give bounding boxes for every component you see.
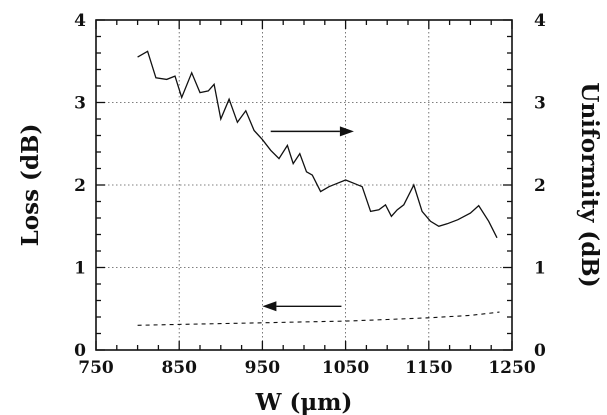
arrow-pointing-left-head <box>262 301 277 312</box>
x-tick-label: 750 <box>78 358 114 378</box>
y-tick-label: 4 <box>74 11 86 31</box>
arrow-pointing-right-head <box>339 126 354 137</box>
y2-tick-label: 1 <box>534 259 546 279</box>
y-tick-label: 2 <box>74 176 86 196</box>
uniformity-series-line <box>137 50 498 239</box>
series-layer <box>137 50 500 326</box>
loss-series-line <box>137 311 500 326</box>
y2-tick-label: 3 <box>534 94 546 114</box>
plot-frame <box>95 19 513 351</box>
y-tick-label: 0 <box>74 341 86 361</box>
y2-axis-title: Uniformity (dB) <box>576 82 603 287</box>
x-axis-title: W (μm) <box>255 389 353 415</box>
y2-tick-label: 0 <box>534 341 546 361</box>
arrows-layer <box>262 126 354 312</box>
x-tick-label: 850 <box>161 358 197 378</box>
y2-tick-label: 2 <box>534 176 546 196</box>
x-tick-label: 1150 <box>405 358 452 378</box>
grid-layer <box>96 20 512 350</box>
y-tick-label: 1 <box>74 259 86 279</box>
x-tick-label: 1250 <box>488 358 535 378</box>
x-tick-label: 950 <box>245 358 281 378</box>
y-axis-title: Loss (dB) <box>17 124 44 247</box>
x-tick-label: 1050 <box>322 358 369 378</box>
y2-tick-label: 4 <box>534 11 546 31</box>
y-tick-label: 3 <box>74 94 86 114</box>
